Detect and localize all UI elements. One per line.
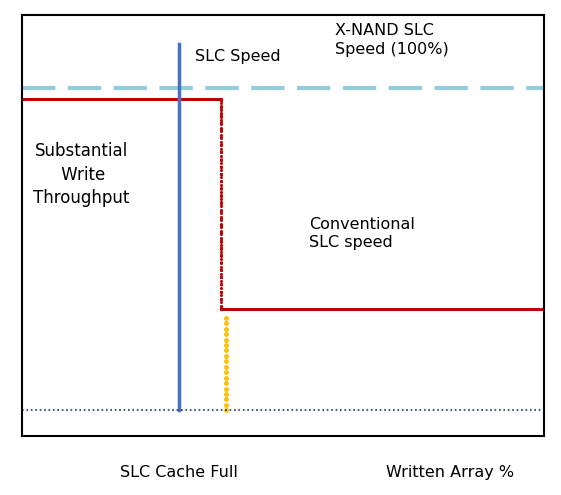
Text: X-NAND SLC
Speed (100%): X-NAND SLC Speed (100%) — [335, 23, 449, 57]
Text: Written Array %: Written Array % — [386, 465, 514, 480]
Text: SLC Cache Full: SLC Cache Full — [120, 465, 238, 480]
Text: SLC Speed: SLC Speed — [195, 49, 280, 63]
Text: Conventional
SLC speed: Conventional SLC speed — [309, 217, 415, 250]
Text: Substantial
 Write
Throughput: Substantial Write Throughput — [33, 142, 129, 207]
